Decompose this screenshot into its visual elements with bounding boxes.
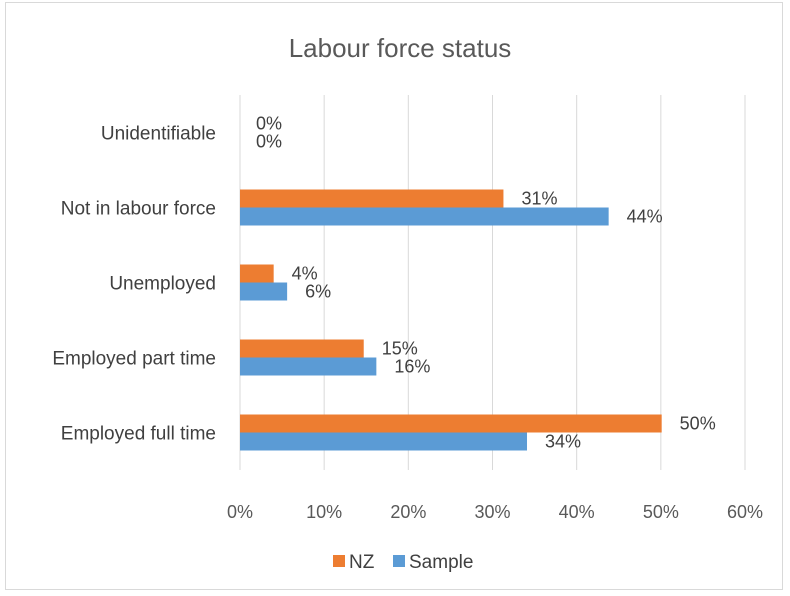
data-label: 50% [680, 414, 716, 434]
bar-sample [240, 282, 288, 301]
category-label: Employed part time [52, 349, 216, 370]
legend-swatch-sample [393, 555, 405, 567]
bar-nz [240, 414, 662, 433]
bar-nz [240, 189, 504, 208]
x-tick-label: 30% [474, 502, 510, 522]
chart-frame [5, 2, 783, 590]
data-label: 0% [256, 114, 282, 134]
x-tick-label: 0% [227, 502, 253, 522]
x-tick-label: 60% [727, 502, 763, 522]
x-tick-label: 50% [643, 502, 679, 522]
data-label: 4% [292, 264, 318, 284]
data-label: 31% [521, 189, 557, 209]
data-labels: 50% 34% 15%16% 4%6% 31% 44% 0%0% [256, 114, 716, 452]
legend-label: Sample [409, 552, 473, 573]
category-labels: Employed full time Employed part time Unem… [52, 124, 216, 445]
bar-sample [240, 357, 377, 376]
data-label: 15% [382, 339, 418, 359]
x-tick-labels: 0% 10% 20% 30% 40% 50% 60% [227, 502, 763, 522]
data-label: 34% [545, 432, 581, 452]
category-label: Not in labour force [61, 199, 216, 220]
category-label: Unemployed [109, 274, 216, 295]
bar-nz [240, 264, 274, 283]
x-tick-label: 10% [306, 502, 342, 522]
data-label: 6% [305, 282, 331, 302]
x-tick-label: 40% [559, 502, 595, 522]
bar-sample [240, 432, 528, 451]
bar-sample [240, 207, 609, 226]
bar-nz [240, 339, 364, 358]
legend: NZ Sample [333, 552, 473, 573]
chart-title: Labour force status [289, 33, 512, 63]
bars [240, 189, 662, 451]
data-label: 0% [256, 132, 282, 152]
legend-swatch-nz [333, 555, 345, 567]
category-label: Unidentifiable [101, 124, 216, 145]
legend-label: NZ [349, 552, 375, 573]
data-label: 16% [394, 357, 430, 377]
x-tick-label: 20% [390, 502, 426, 522]
category-label: Employed full time [61, 424, 216, 445]
data-label: 44% [627, 207, 663, 227]
gridlines [239, 95, 746, 470]
